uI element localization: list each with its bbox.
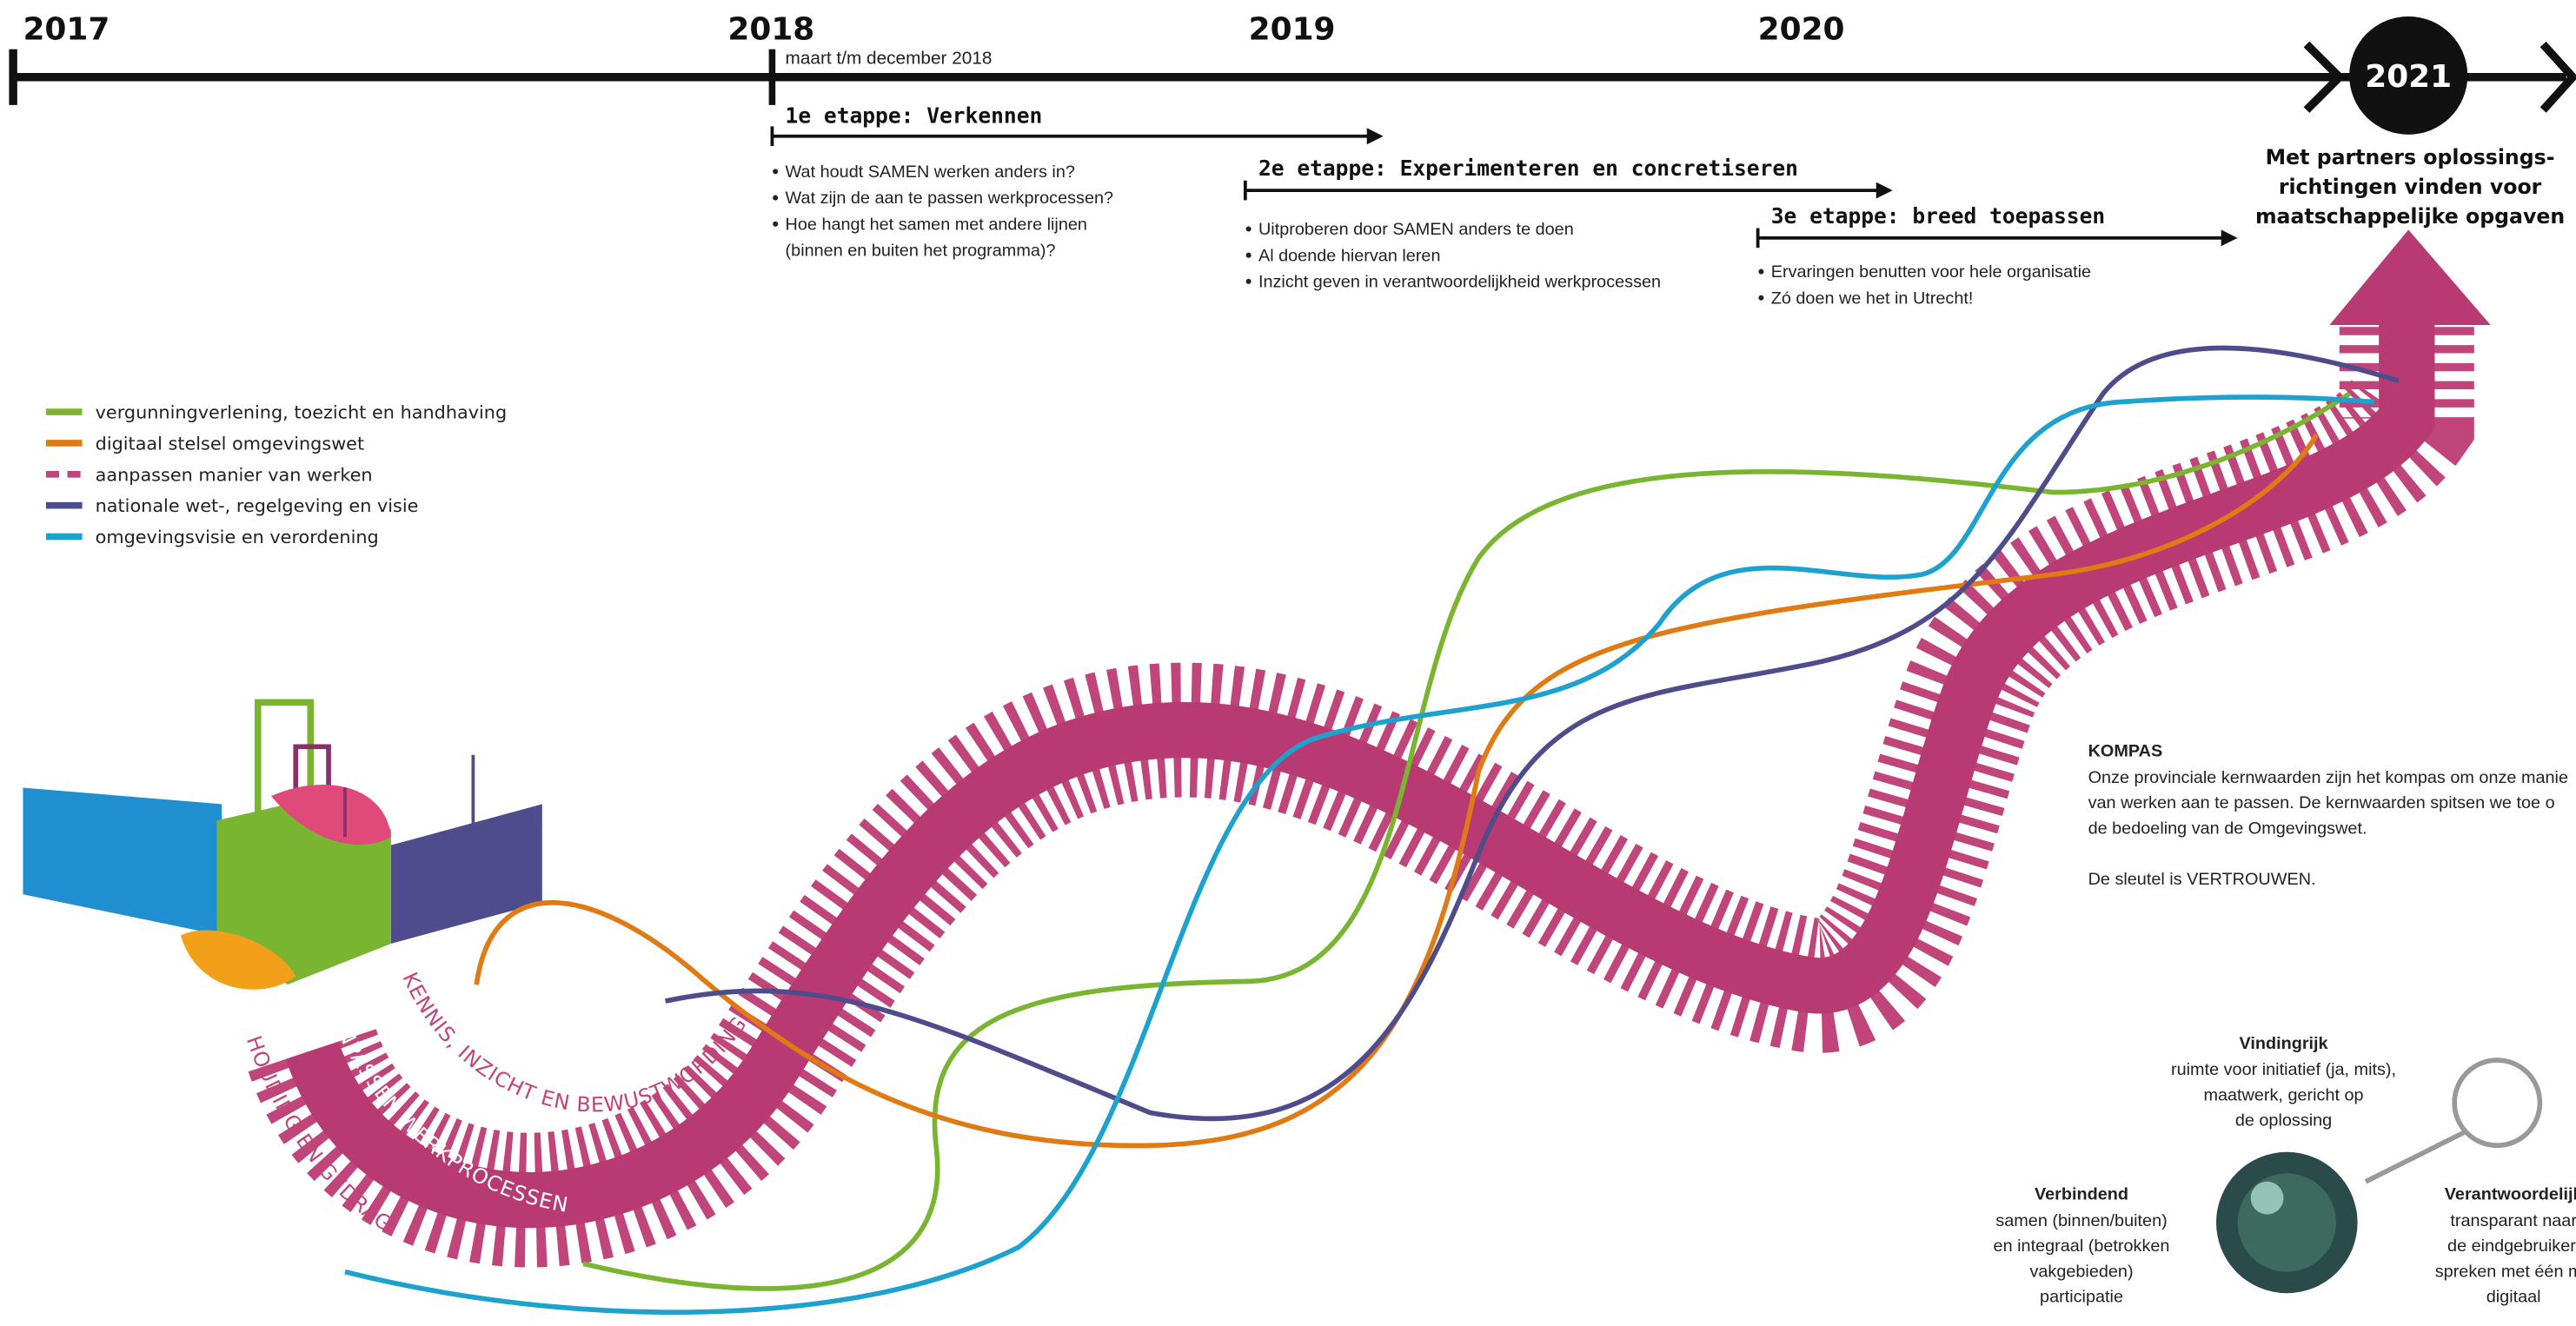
stage-item: (binnen en buiten het programma)? [786, 242, 1056, 261]
stage-item: Wat houdt SAMEN werken anders in? [786, 162, 1075, 182]
kompas-line: van werken aan te passen. De kernwaarden… [2088, 793, 2555, 812]
year: 2018 [727, 11, 814, 47]
value-line: transparant naar [2450, 1211, 2576, 1230]
stage-title: 2e etappe: Experimenteren en concretiser… [1258, 156, 1798, 181]
stage-arrowhead [1367, 128, 1384, 144]
kompas-key: De sleutel is VERTROUWEN. [2088, 870, 2316, 889]
stage-item: Ervaringen benutten voor hele organisati… [1771, 262, 2091, 282]
bullet [1758, 295, 1763, 301]
legend-label: digitaal stelsel omgevingswet [96, 433, 364, 454]
stage-item: Uitproberen door SAMEN anders te doen [1258, 220, 1574, 239]
bullet [773, 169, 778, 174]
handshake-illustration [23, 702, 541, 989]
stage-item: Wat zijn de aan te passen werkprocessen? [786, 189, 1113, 208]
bullet [773, 222, 778, 227]
stage-title: 3e etappe: breed toepassen [1771, 203, 2105, 229]
stage-item: Hoe hangt het samen met andere lijnen [786, 215, 1087, 234]
value-title: Verbindend [2035, 1185, 2128, 1204]
goal-line: Met partners oplossings- [2266, 145, 2555, 169]
stage-title: 1e etappe: Verkennen [786, 103, 1043, 129]
goal-line: richtingen vinden voor [2279, 175, 2542, 199]
diagram: 2017 2018 2019 2020 2021 maart t/m december 2… [0, 0, 2576, 1326]
stage-arrowhead [1876, 182, 1893, 199]
kompas-line: Onze provinciale kernwaarden zijn het ko… [2088, 768, 2568, 787]
value-line: en integraal (betrokken [1994, 1236, 2170, 1256]
legend-label: vergunningverlening, toezicht en handhav… [96, 402, 508, 423]
value-line: de eindgebruiker, [2447, 1236, 2576, 1256]
bullet [773, 196, 778, 201]
stage-arrowhead [2221, 229, 2238, 246]
stage-item: Zó doen we het in Utrecht! [1771, 288, 1974, 308]
year: 2021 [2365, 59, 2452, 95]
legend-label: aanpassen manier van werken [96, 464, 373, 485]
page: 2017 2018 2019 2020 2021 maart t/m december 2… [0, 0, 2576, 1326]
bullet [1758, 269, 1763, 275]
stage-item: Al doende hiervan leren [1258, 246, 1441, 265]
value-title: Verantwoordelijk [2445, 1185, 2576, 1204]
kompas-title: KOMPAS [2088, 742, 2163, 761]
goal-line: maatschappelijke opgaven [2255, 204, 2565, 229]
value-line: participatie [2040, 1288, 2123, 1307]
value-title: Vindingrijk [2239, 1034, 2328, 1053]
value-line: maatwerk, gericht op [2203, 1085, 2363, 1104]
kompas-line: de bedoeling van de Omgevingswet. [2088, 819, 2367, 838]
value-line: samen (binnen/buiten) [1995, 1211, 2167, 1230]
period: maart t/m december 2018 [786, 49, 993, 69]
stage-item: Inzicht geven in verantwoordelijkheid we… [1258, 273, 1661, 292]
road-label: KENNIS, INZICHT EN BEWUSTWORDING [398, 969, 752, 1117]
year: 2017 [23, 11, 110, 47]
value-line: vakgebieden) [2029, 1262, 2133, 1281]
value-line: de oplossing [2235, 1111, 2332, 1130]
road-label-text: KENNIS, INZICHT EN BEWUSTWORDING [398, 969, 752, 1117]
year: 2019 [1249, 11, 1336, 47]
bullet [1246, 226, 1251, 231]
value-line: digitaal [2486, 1288, 2541, 1307]
road [312, 229, 2491, 1200]
value-line: ruimte voor initiatief (ja, mits), [2171, 1060, 2396, 1079]
year: 2020 [1758, 11, 1845, 47]
legend-label: nationale wet-, regelgeving en visie [96, 495, 419, 516]
legend-label: omgevingsvisie en verordening [96, 527, 379, 547]
value-line: spreken met één mo [2435, 1262, 2576, 1281]
bullet [1246, 279, 1251, 284]
bullet [1246, 253, 1251, 258]
